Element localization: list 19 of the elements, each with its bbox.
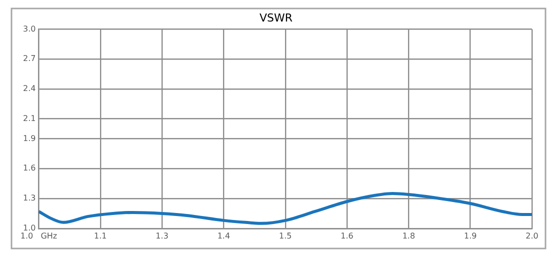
line-series (38, 192, 532, 225)
x-tick-label: 1.3 (156, 231, 168, 240)
x-tick-label: 1.9 (464, 231, 477, 240)
y-tick-label: 1.3 (22, 194, 36, 203)
x-tick-label: 2.0 (526, 231, 538, 240)
x-tick-label: 1.6 (340, 231, 354, 240)
x-tick-label: 1.0 GHz (20, 231, 58, 240)
x-tick-label: 1.5 (278, 231, 292, 240)
y-tick-label: 1.6 (22, 164, 36, 173)
x-tick-label: 1.4 (217, 231, 230, 240)
y-tick-label: 3.0 (22, 24, 36, 34)
chart-title: VSWR (259, 11, 293, 24)
y-tick-label: 2.4 (22, 84, 36, 94)
x-tick-label: 1.1 (94, 231, 107, 240)
y-tick-label: 1.0 (22, 223, 36, 232)
y-tick-label: 2.7 (22, 54, 36, 64)
x-tick-label: 1.8 (402, 231, 416, 240)
y-tick-label: 2.1 (22, 114, 36, 123)
y-tick-label: 1.9 (22, 134, 36, 143)
